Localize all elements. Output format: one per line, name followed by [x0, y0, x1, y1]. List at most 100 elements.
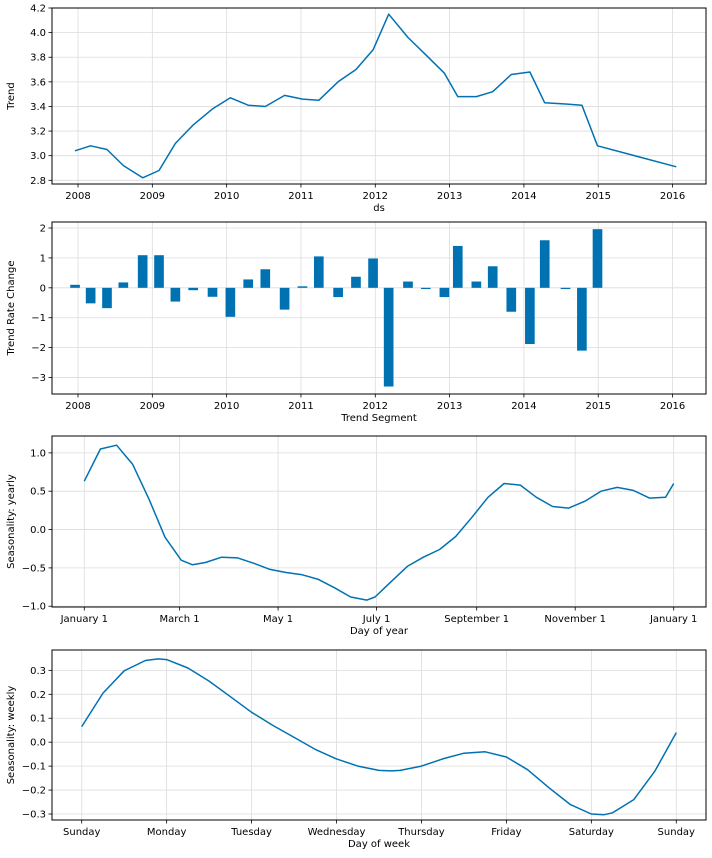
trend_rate_change-y-axis-label: Trend Rate Change: [6, 261, 17, 357]
x-tick-label: September 1: [444, 614, 509, 625]
seasonality_weekly-data-point: [80, 725, 84, 729]
x-tick-label: May 1: [263, 614, 293, 625]
x-tick-label: 2013: [437, 401, 462, 412]
x-tick-label: Thursday: [397, 827, 445, 838]
y-tick-label: 1: [40, 253, 46, 264]
bar: [560, 287, 571, 290]
seasonality_yearly-data-point: [405, 564, 409, 568]
bar: [383, 287, 394, 387]
seasonality_weekly-data-point: [101, 691, 105, 695]
seasonality_weekly-data-point: [377, 768, 381, 772]
seasonality_yearly-data-point: [284, 570, 288, 574]
seasonality_yearly-data-point: [583, 499, 587, 503]
seasonality_yearly-data-point: [131, 462, 135, 466]
trend-data-point: [564, 102, 568, 106]
x-tick-label: 2008: [65, 191, 90, 202]
seasonality_yearly-data-point: [615, 485, 619, 489]
x-tick-label: 2015: [586, 401, 611, 412]
bar: [452, 245, 463, 288]
trend-data-point: [73, 149, 77, 153]
trend-data-point: [442, 71, 446, 75]
seasonality_weekly-data-point: [186, 666, 190, 670]
trend-axes-frame: [51, 7, 707, 185]
trend-data-point: [228, 96, 232, 100]
seasonality_weekly-data-point: [483, 750, 487, 754]
seasonality_yearly-data-point: [349, 595, 353, 599]
bar: [420, 287, 431, 290]
bar: [102, 287, 112, 309]
seasonality_yearly-data-point: [631, 488, 635, 492]
seasonality_yearly-data-point: [599, 489, 603, 493]
y-tick-label: −3: [31, 373, 46, 384]
bar: [137, 255, 148, 288]
seasonality_yearly-data-point: [190, 563, 194, 567]
seasonality_yearly-data-point: [220, 555, 224, 559]
y-tick-label: 2: [40, 223, 46, 234]
bar: [85, 287, 96, 304]
seasonality_weekly-data-point: [441, 757, 445, 761]
y-tick-label: 4.0: [30, 28, 46, 39]
x-tick-label: Monday: [147, 827, 187, 838]
seasonality_yearly-data-point: [147, 497, 151, 501]
seasonality_yearly-data-point: [534, 495, 538, 499]
x-tick-label: Tuesday: [230, 827, 272, 838]
x-tick-label: 2015: [586, 191, 611, 202]
bar: [403, 281, 413, 288]
bar: [439, 287, 450, 298]
trend-data-point: [121, 164, 125, 168]
trend-data-point: [336, 80, 340, 84]
bar: [333, 287, 343, 298]
y-tick-label: −0.1: [22, 762, 46, 773]
seasonality_yearly-data-point: [551, 505, 555, 509]
y-tick-label: 0: [40, 283, 46, 294]
x-tick-label: 2011: [288, 191, 313, 202]
y-tick-label: 0.0: [30, 525, 46, 536]
seasonality_yearly-data-point: [421, 555, 425, 559]
seasonality_yearly-data-point: [373, 595, 377, 599]
seasonality_weekly-data-point: [271, 723, 275, 727]
seasonality_yearly-data-point: [647, 496, 651, 500]
seasonality_weekly-x-axis-label: Day of week: [348, 839, 410, 850]
y-tick-label: 3.0: [30, 151, 46, 162]
bar: [225, 287, 236, 317]
bar: [592, 229, 603, 288]
trend-data-point: [246, 103, 250, 107]
x-tick-label: Sunday: [658, 827, 695, 838]
bar: [279, 287, 290, 310]
seasonality_yearly-data-point: [518, 483, 522, 487]
seasonality_weekly-data-point: [228, 695, 232, 699]
x-tick-label: 2012: [363, 191, 388, 202]
y-tick-label: 3.8: [30, 53, 46, 64]
x-tick-label: March 1: [160, 614, 200, 625]
bar: [170, 287, 181, 302]
y-tick-label: −1.0: [22, 602, 46, 613]
bar: [368, 258, 378, 288]
seasonality_yearly-data-point: [300, 573, 304, 577]
y-tick-label: 0.2: [30, 690, 46, 701]
seasonality_weekly-data-point: [313, 747, 317, 751]
trend-data-point: [105, 148, 109, 152]
x-tick-label: 2011: [288, 401, 313, 412]
trend-data-point: [543, 101, 547, 105]
seasonality_yearly-data-point: [115, 443, 119, 447]
trend_rate_change-panel: 2008 2009 2010 2011 2012 2013 2014 2015 2016 −3 −2…: [6, 221, 707, 424]
trend-data-point: [424, 53, 428, 57]
y-tick-label: 4.2: [30, 4, 46, 15]
x-tick-label: 2010: [214, 401, 239, 412]
seasonality_yearly-axes-frame: [51, 435, 707, 608]
seasonality_weekly-data-point: [356, 764, 360, 768]
trend-data-point: [456, 95, 460, 99]
seasonality_weekly-y-axis-label: Seasonality: weekly: [6, 686, 17, 785]
seasonality_yearly-data-point: [438, 547, 442, 551]
seasonality_yearly-data-point: [98, 447, 102, 451]
trend-data-point: [283, 93, 287, 97]
trend-data-point: [263, 104, 267, 108]
seasonality_weekly-data-point: [292, 735, 296, 739]
trend-data-point: [674, 165, 678, 169]
seasonality_yearly-y-axis-label: Seasonality: yearly: [6, 474, 17, 569]
seasonality_weekly-data-point: [122, 669, 126, 673]
seasonality_yearly-data-point: [203, 561, 207, 565]
x-tick-label: 2014: [511, 401, 536, 412]
seasonality_yearly-panel: January 1 March 1 May 1 July 1 September 1 No…: [6, 435, 707, 637]
